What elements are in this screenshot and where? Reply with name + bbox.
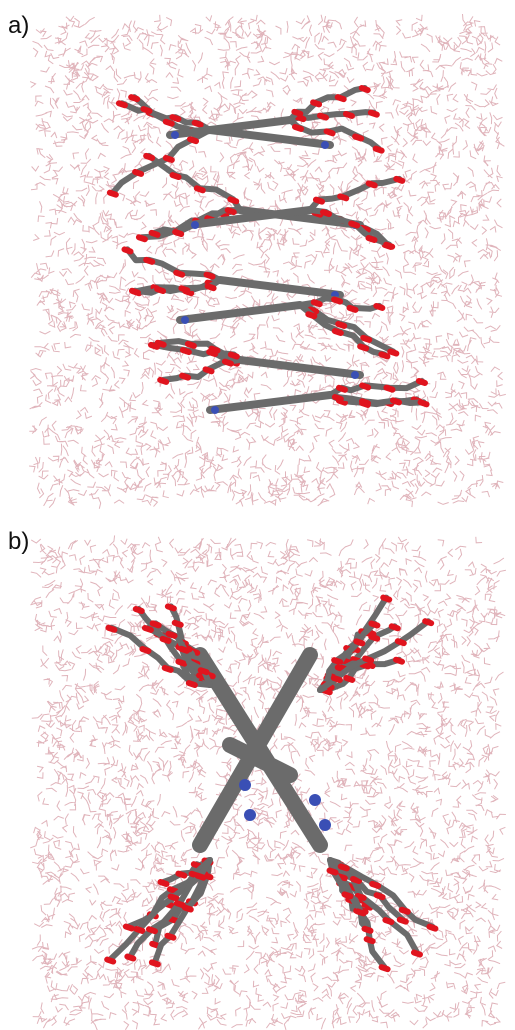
figure: a) b) [0,0,515,1030]
snapshot-b [0,515,515,1030]
water [29,14,506,509]
nitrogen [171,131,179,139]
nitrogen [321,141,329,149]
nitrogen [351,371,359,379]
nitrogen [191,221,199,229]
nitrogen [211,406,219,414]
water [30,535,506,1030]
snapshot-a [0,0,515,515]
nitrogen [309,794,321,806]
nitrogen [319,819,331,831]
nitrogen [239,779,251,791]
molecule [300,305,384,354]
aromatic-core [210,395,330,410]
nitrogen [181,316,189,324]
nitrogen [244,809,256,821]
molecule [149,156,240,210]
aromatic-core [240,360,360,375]
